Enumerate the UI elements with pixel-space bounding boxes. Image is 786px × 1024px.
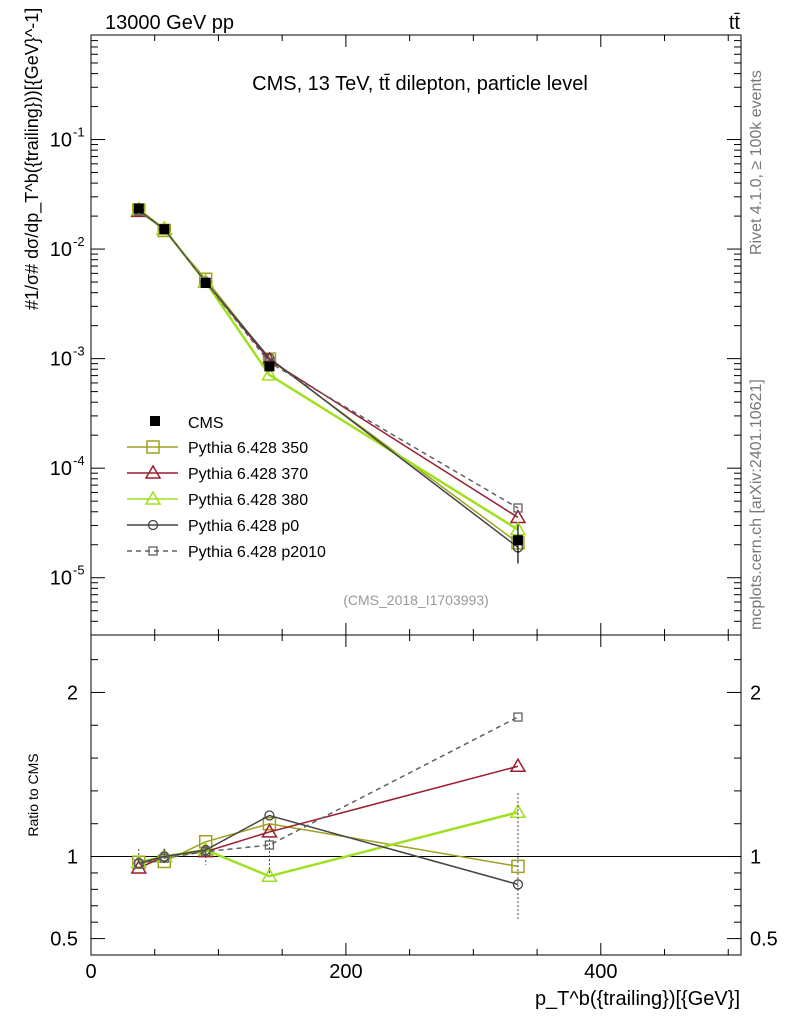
y-tick-label: 10 [50, 239, 72, 261]
ratio-series-line [138, 811, 519, 878]
legend-marker [147, 519, 159, 531]
x-tick-label: 400 [584, 961, 617, 983]
ratio-panel-frame [90, 634, 742, 956]
legend-label: Pythia 6.428 380 [188, 492, 308, 509]
ratio-tick-label-right: 2 [750, 682, 761, 704]
legend-marker [146, 440, 160, 454]
ratio-series-point [509, 757, 527, 773]
ratio-series-point [261, 867, 278, 882]
rivet-label: Rivet 4.1.0, ≥ 100k events [748, 70, 765, 255]
ratio-axis-label: Ratio to CMS [25, 753, 41, 836]
legend-marker [144, 464, 162, 479]
x-axis-label: p_T^b({trailing})[{GeV}] [535, 988, 740, 1010]
series-point [513, 503, 523, 513]
axis-ticks [90, 34, 741, 955]
ratio-tick-label-right: 0.5 [750, 929, 778, 951]
y-tick-label: 10 [50, 458, 72, 480]
y-axis-label: #1/σ# dσ/dp_T^b({trailing}))[{GeV}^-1] [22, 8, 43, 310]
y-tick-exponent: -3 [73, 344, 85, 359]
ratio-series-point [513, 712, 523, 722]
series-line [138, 210, 519, 509]
ratio-series-line [138, 716, 519, 865]
ratio-tick-label: 0.5 [50, 929, 78, 951]
ratio-series-point [264, 810, 275, 821]
legend: CMS Pythia 6.428 350 Pythia 6.428 370 Pythi… [127, 415, 326, 561]
data-point [159, 224, 170, 235]
series-point [261, 366, 278, 381]
series-layer [91, 201, 741, 920]
ratio-series-point [201, 846, 211, 857]
y-tick-label: 10 [50, 349, 72, 371]
data-point [133, 203, 144, 214]
ratio-series-point [511, 859, 525, 874]
legend-label: Pythia 6.428 p0 [188, 518, 299, 535]
y-tick-label: 10 [50, 130, 72, 152]
y-tick-label: 10 [50, 568, 72, 590]
data-point [200, 278, 211, 289]
ratio-series-line [138, 765, 519, 869]
legend-marker [144, 490, 162, 505]
y-tick-exponent: -5 [73, 563, 85, 578]
beam-label: 13000 GeV pp [105, 12, 234, 34]
ratio-tick-label-right: 1 [750, 847, 761, 869]
y-tick-exponent: -4 [73, 453, 85, 468]
y-tick-exponent: -1 [73, 125, 85, 140]
chart-title: CMS, 13 TeV, tt̄ dilepton, particle leve… [252, 73, 588, 95]
ratio-tick-label: 1 [67, 847, 78, 869]
legend-label: Pythia 6.428 370 [188, 466, 308, 483]
legend-label: Pythia 6.428 p2010 [188, 544, 326, 561]
ratio-tick-label: 2 [67, 682, 78, 704]
legend-marker [148, 546, 158, 556]
process-label: tt̄ [729, 12, 741, 34]
data-point [512, 535, 523, 546]
ratio-series-point [512, 879, 524, 890]
analysis-id: (CMS_2018_I1703993) [343, 592, 489, 608]
data-point [264, 361, 275, 372]
ratio-series-point [261, 823, 278, 838]
ratio-series-point [134, 859, 144, 869]
legend-label: Pythia 6.428 350 [188, 440, 308, 457]
legend-marker-data [150, 416, 160, 426]
ratio-series-point [262, 816, 277, 831]
source-label: mcplots.cern.ch [arXiv:2401.10621] [748, 379, 765, 630]
x-tick-label: 0 [85, 961, 96, 983]
y-tick-exponent: -2 [73, 234, 85, 249]
x-tick-label: 200 [329, 961, 362, 983]
legend-label-data: CMS [188, 415, 224, 432]
